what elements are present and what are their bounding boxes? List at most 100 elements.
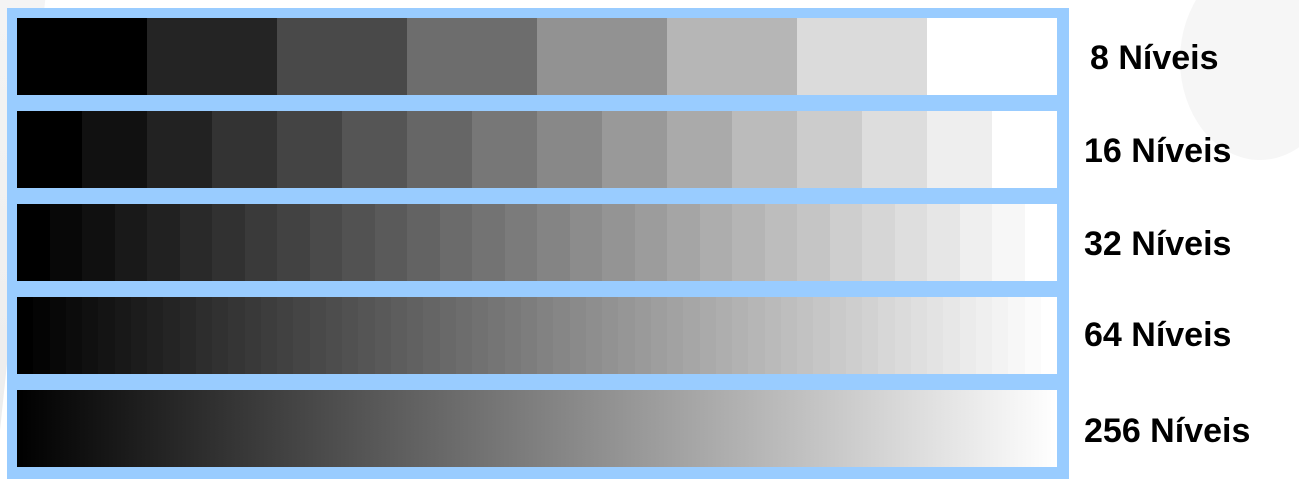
grey-level-cell bbox=[975, 297, 992, 374]
grey-level-cell bbox=[439, 204, 472, 281]
grey-level-cell bbox=[49, 204, 82, 281]
grey-level-cell bbox=[1040, 297, 1057, 374]
grey-level-cell bbox=[537, 297, 554, 374]
grey-level-cell bbox=[927, 297, 944, 374]
grey-level-cell bbox=[602, 111, 667, 188]
grey-level-cell bbox=[309, 204, 342, 281]
grey-level-cell bbox=[212, 297, 229, 374]
grey-level-cell bbox=[927, 111, 992, 188]
grey-level-cell bbox=[878, 297, 895, 374]
gradient-strip-8 bbox=[17, 18, 1057, 95]
label-256-levels: 256 Níveis bbox=[1084, 412, 1251, 450]
grey-level-cell bbox=[715, 297, 732, 374]
grey-level-cell bbox=[488, 297, 505, 374]
label-64-levels: 64 Níveis bbox=[1084, 316, 1232, 354]
grey-level-cell bbox=[130, 297, 147, 374]
grey-level-cell bbox=[342, 204, 375, 281]
grey-level-cell bbox=[33, 297, 50, 374]
grey-level-cell bbox=[732, 204, 765, 281]
grey-level-cell bbox=[342, 111, 407, 188]
grey-level-cell bbox=[179, 297, 196, 374]
grey-level-cell bbox=[537, 18, 667, 95]
grey-level-cell bbox=[813, 297, 830, 374]
grey-level-cell bbox=[82, 204, 115, 281]
grey-level-cell bbox=[732, 111, 797, 188]
grey-level-cell bbox=[244, 204, 277, 281]
grey-level-cell bbox=[17, 18, 147, 95]
grey-level-cell bbox=[277, 111, 342, 188]
grey-level-cell bbox=[49, 297, 66, 374]
gradient-strip-32 bbox=[17, 204, 1057, 281]
gradient-strip-256 bbox=[17, 390, 1057, 467]
grey-level-cell bbox=[553, 297, 570, 374]
grey-level-cell bbox=[244, 297, 261, 374]
gradient-strip-16 bbox=[17, 111, 1057, 188]
grey-level-cell bbox=[358, 297, 375, 374]
grey-level-cell bbox=[472, 204, 505, 281]
grey-level-cell bbox=[439, 297, 456, 374]
grey-level-cell bbox=[114, 297, 131, 374]
grey-level-cell bbox=[504, 297, 521, 374]
grey-level-cell bbox=[374, 204, 407, 281]
grey-level-cell bbox=[163, 297, 180, 374]
grey-level-cell bbox=[293, 297, 310, 374]
grey-level-cell bbox=[17, 204, 50, 281]
grey-level-cell bbox=[927, 204, 960, 281]
grey-level-cell bbox=[17, 111, 82, 188]
grey-level-cell bbox=[585, 297, 602, 374]
grey-level-cell bbox=[212, 204, 245, 281]
grey-level-cell bbox=[634, 204, 667, 281]
grey-level-cell bbox=[195, 297, 212, 374]
grey-level-cell bbox=[992, 297, 1009, 374]
grey-level-cell bbox=[732, 297, 749, 374]
grey-level-cell bbox=[699, 204, 732, 281]
grey-level-cell bbox=[228, 297, 245, 374]
grey-level-cell bbox=[797, 18, 927, 95]
grey-level-cell bbox=[764, 204, 797, 281]
grey-level-cell bbox=[927, 18, 1057, 95]
label-8-levels: 8 Níveis bbox=[1090, 39, 1219, 77]
grey-level-cell bbox=[748, 297, 765, 374]
gradient-strip-64 bbox=[17, 297, 1057, 374]
grey-level-cell bbox=[1008, 297, 1025, 374]
grey-level-cell bbox=[260, 297, 277, 374]
grey-level-cell bbox=[829, 297, 846, 374]
grey-level-cell bbox=[342, 297, 359, 374]
grey-level-cell bbox=[390, 297, 407, 374]
grey-level-cell bbox=[455, 297, 472, 374]
grey-level-cell bbox=[407, 204, 440, 281]
grey-level-cell bbox=[992, 111, 1057, 188]
grey-level-cell bbox=[65, 297, 82, 374]
grey-level-cell bbox=[667, 111, 732, 188]
grey-level-cell bbox=[179, 204, 212, 281]
grey-level-cell bbox=[309, 297, 326, 374]
grey-level-cell bbox=[634, 297, 651, 374]
grey-level-cell bbox=[504, 204, 537, 281]
grey-level-cell bbox=[602, 204, 635, 281]
grey-level-cell bbox=[423, 297, 440, 374]
grey-level-cell bbox=[212, 111, 277, 188]
grey-level-cell bbox=[683, 297, 700, 374]
grey-level-cell bbox=[17, 297, 34, 374]
grey-level-cell bbox=[98, 297, 115, 374]
grey-level-cell bbox=[537, 204, 570, 281]
grey-level-cell bbox=[520, 297, 537, 374]
grey-level-cell bbox=[374, 297, 391, 374]
grey-level-cell bbox=[277, 18, 407, 95]
grey-level-cell bbox=[569, 204, 602, 281]
grey-level-cell bbox=[943, 297, 960, 374]
grey-level-cell bbox=[862, 204, 895, 281]
grey-level-cell bbox=[910, 297, 927, 374]
grey-level-cell bbox=[894, 297, 911, 374]
grey-level-cell bbox=[147, 111, 212, 188]
grey-level-cell bbox=[699, 297, 716, 374]
grey-level-cell bbox=[1024, 297, 1041, 374]
grey-level-cell bbox=[569, 297, 586, 374]
grey-level-cell bbox=[667, 297, 684, 374]
grey-level-cell bbox=[472, 111, 537, 188]
grey-level-cell bbox=[407, 111, 472, 188]
grey-level-cell bbox=[797, 297, 814, 374]
grey-level-cell bbox=[277, 204, 310, 281]
grey-level-cell bbox=[797, 111, 862, 188]
grey-level-cell bbox=[114, 204, 147, 281]
